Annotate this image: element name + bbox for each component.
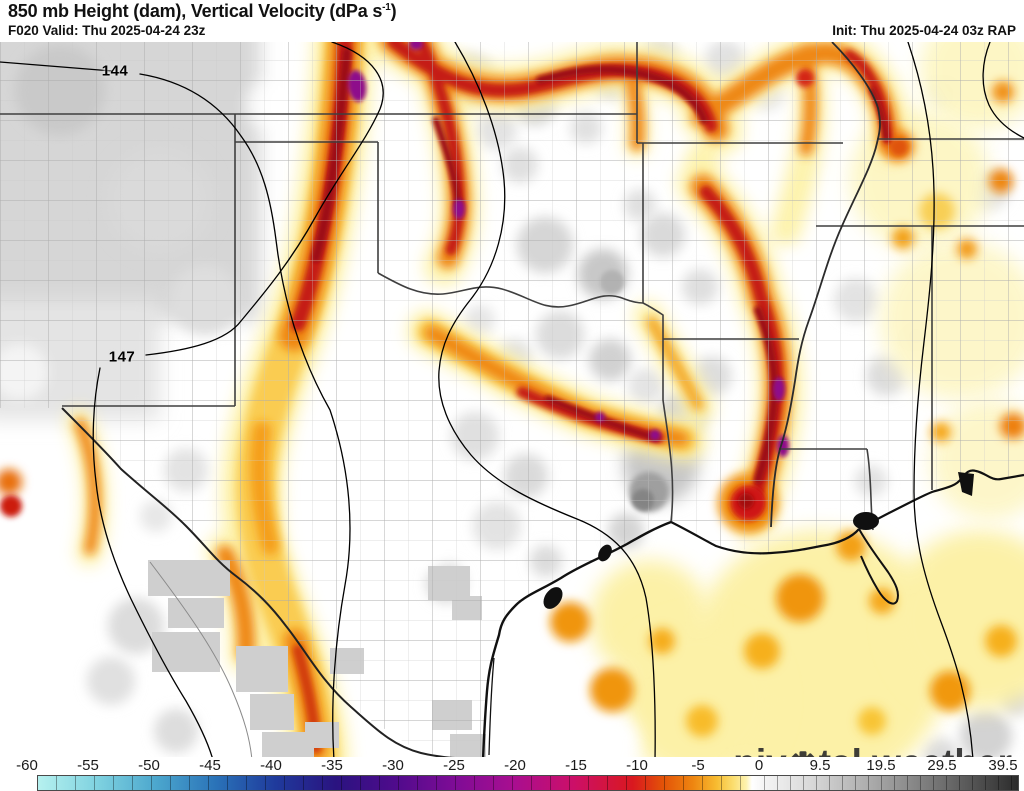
- weather-map-canvas: [0, 42, 1024, 757]
- colorbar-tick: 19.5: [866, 757, 896, 774]
- colorbar-tick: -45: [199, 757, 221, 774]
- colorbar-tick: -15: [565, 757, 587, 774]
- pivotal-weather-logo: piv tal weather: [733, 742, 1012, 757]
- colorbar-tick: -5: [691, 757, 705, 774]
- colorbar-tick: 29.5: [927, 757, 957, 774]
- colorbar-tick: -10: [626, 757, 648, 774]
- colorbar-tick: -30: [382, 757, 404, 774]
- colorbar-tick: -20: [504, 757, 526, 774]
- colorbar-tick: -55: [77, 757, 99, 774]
- page-title: 850 mb Height (dam), Vertical Velocity (…: [8, 1, 397, 21]
- init-time-label: Init: Thu 2025-04-24 03z RAP: [832, 23, 1016, 38]
- colorbar: -60 -55 -50 -45 -40 -35 -30 -25 -20 -15 -10 -5 0 9.5 1…: [0, 757, 1024, 791]
- rivers: [61, 42, 881, 757]
- colorbar-tick: 39.5: [988, 757, 1018, 774]
- colorbar-tick-labels: -60 -55 -50 -45 -40 -35 -30 -25 -20 -15 -10 -5 0 9.5 1…: [0, 757, 1024, 776]
- colorbar-negative: [38, 776, 752, 790]
- colorbar-positive: [752, 776, 1018, 790]
- colorbar-segment-lines: [38, 776, 752, 790]
- valid-time-label: F020 Valid: Thu 2025-04-24 23z: [8, 23, 206, 38]
- height-contour-label: 147: [108, 348, 136, 366]
- title-superscript: -1: [382, 2, 391, 13]
- colorbar-tick: -40: [260, 757, 282, 774]
- colorbar-tick: -60: [16, 757, 38, 774]
- colorbar-tick: 0: [754, 757, 764, 774]
- logo-text-left: piv: [733, 742, 786, 757]
- colorbar-tick: -50: [138, 757, 160, 774]
- gear-icon: [791, 751, 815, 757]
- coastline: [481, 469, 1024, 757]
- height-contours: [0, 42, 1024, 757]
- colorbar-tick: -35: [321, 757, 343, 774]
- height-contour-label: 144: [101, 62, 129, 80]
- logo-text-right: tal weather: [819, 742, 1012, 757]
- colorbar-bar: [37, 775, 1019, 791]
- colorbar-segment-lines: [752, 776, 1018, 790]
- water-bodies: [543, 472, 974, 609]
- colorbar-tick: -25: [443, 757, 465, 774]
- state-borders: [0, 42, 1024, 531]
- header: 850 mb Height (dam), Vertical Velocity (…: [0, 0, 1024, 42]
- colorbar-tick: 9.5: [809, 757, 831, 774]
